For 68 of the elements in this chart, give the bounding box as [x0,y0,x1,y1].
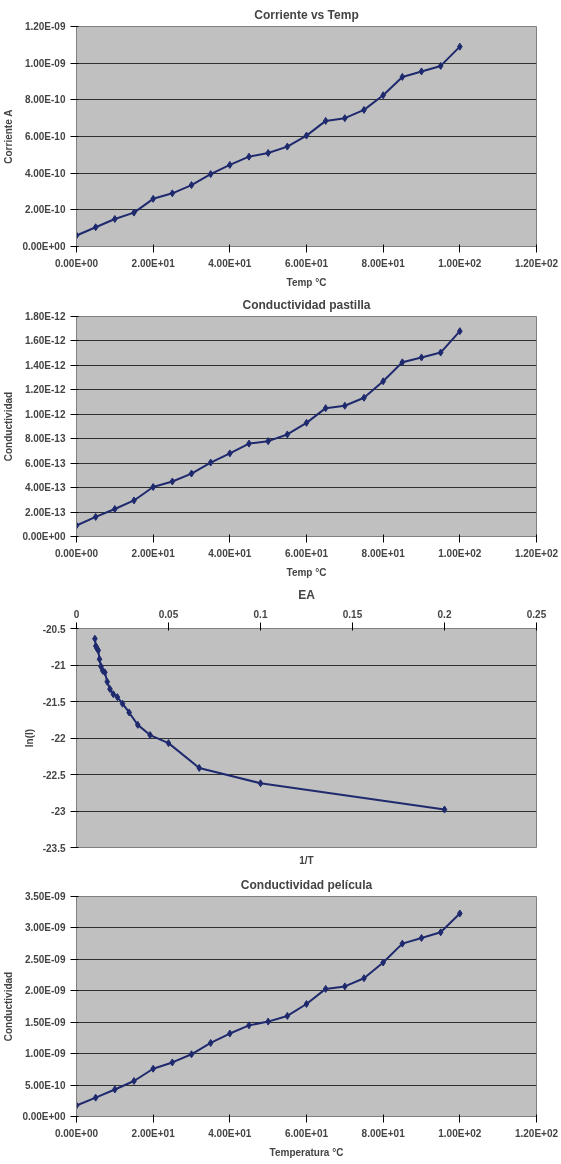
chart-title: Conductividad pastilla [242,297,371,312]
x-tick-label: 6.00E+01 [284,257,329,269]
y-tick-label: -20.5 [42,623,66,635]
y-tick-label: -22 [51,733,66,744]
y-tick-label: 1.50E-09 [24,1016,66,1028]
x-tick-label: 0 [73,608,80,620]
x-tick-label: 2.00E+01 [131,1127,176,1139]
y-tick-label: 1.60E-12 [24,335,66,347]
x-tick-label: 6.00E+01 [284,547,329,559]
x-tick-label: 2.00E+01 [131,547,176,559]
y-axis-title: Corriente A [3,109,15,164]
x-tick-label: 8.00E+01 [361,1127,406,1139]
y-tick-label: 1.80E-12 [24,311,66,322]
y-tick-label: -23.5 [42,842,66,854]
x-tick-label: 1.00E+02 [438,257,482,269]
x-axis-title: 1/T [299,854,314,866]
x-tick-label: 4.00E+01 [208,1127,252,1139]
x-tick-label: 1.00E+02 [438,547,482,559]
y-tick-label: 6.00E-10 [24,131,66,142]
x-tick-label: 0.2 [437,608,452,620]
y-tick-label: -21 [51,660,66,671]
x-axis-title: Temperatura °C [269,1146,344,1158]
x-tick-label: 2.00E+01 [131,257,176,269]
y-tick-label: 6.00E-13 [24,457,66,469]
y-tick-label: 4.00E-10 [24,167,66,179]
y-tick-label: 5.00E-10 [24,1079,66,1091]
y-tick-label: 0.00E+00 [22,1111,66,1122]
y-tick-label: 4.00E-13 [24,482,66,494]
y-axis-title: Conductividad [3,391,15,462]
x-tick-label: 4.00E+01 [208,257,252,269]
y-axis-title: ln(I) [23,728,35,748]
y-tick-label: 1.20E-09 [24,21,66,32]
x-tick-label: 8.00E+01 [361,547,406,559]
x-axis-title: Temp °C [286,276,327,288]
y-tick-label: 3.50E-09 [24,891,66,902]
y-tick-label: 2.00E-10 [24,204,66,216]
chart-title: Corriente vs Temp [254,7,359,22]
y-tick-label: 1.40E-12 [24,359,66,371]
y-tick-label: -23 [51,806,66,817]
x-tick-label: 8.00E+01 [361,257,406,269]
x-tick-label: 1.20E+02 [514,547,559,559]
y-tick-label: 1.00E-09 [24,1048,66,1060]
x-tick-label: 0.1 [253,608,268,620]
y-tick-label: 1.00E-12 [24,408,66,420]
y-tick-label: 1.00E-09 [24,57,66,69]
y-tick-label: 2.50E-09 [24,953,66,965]
x-tick-label: 4.00E+01 [208,547,252,559]
x-tick-label: 1.00E+02 [438,1127,482,1139]
x-tick-label: 1.20E+02 [514,257,559,269]
y-tick-label: -22.5 [42,769,66,781]
y-tick-label: 2.00E-09 [24,985,66,997]
y-tick-label: 2.00E-13 [24,506,66,518]
y-axis-title: Conductividad [3,971,15,1042]
y-tick-label: 3.00E-09 [24,922,66,934]
x-tick-label: 6.00E+01 [284,1127,329,1139]
y-tick-label: 0.00E+00 [22,531,66,542]
x-tick-label: 0.15 [342,608,363,620]
y-tick-label: 8.00E-13 [24,433,66,445]
chart-title: Conductividad película [240,877,373,892]
x-tick-label: 0.25 [526,608,547,620]
chart-title: EA [298,587,316,602]
x-tick-label: 1.20E+02 [514,1127,559,1139]
x-tick-label: 0.05 [158,608,179,620]
y-tick-label: -21.5 [42,696,66,708]
y-tick-label: 0.00E+00 [22,241,66,252]
y-tick-label: 8.00E-10 [24,94,66,106]
x-axis-title: Temp °C [286,566,327,578]
y-tick-label: 1.20E-12 [24,384,66,396]
